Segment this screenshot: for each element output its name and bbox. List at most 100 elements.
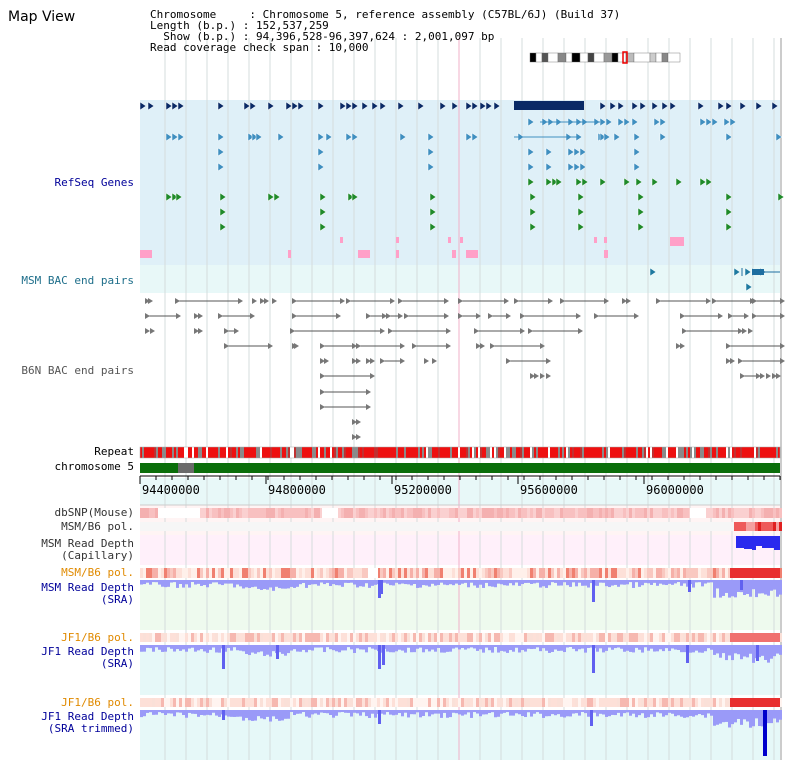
repeat-segment [190, 447, 192, 458]
dbsnp-segment [479, 508, 482, 518]
jf1-pol-1-segment [236, 633, 239, 642]
jf1-pol-1-segment [551, 633, 554, 642]
msm-sra-depth-bar [422, 580, 425, 586]
jf1-trim-depth-bar [320, 710, 323, 713]
msm-pol-2-segment [260, 568, 263, 578]
repeat-segment [306, 447, 308, 458]
msm-pol-2-segment [497, 568, 500, 578]
repeat-segment [326, 447, 328, 458]
repeat-segment [568, 447, 570, 458]
msm-sra-depth-bar [407, 580, 410, 585]
gene-exon-marker [729, 117, 737, 127]
track-label-jf1-b6-pol-1[interactable]: JF1/B6 pol. [61, 631, 134, 644]
track-label-msm-depth-capillary[interactable]: MSM Read Depth (Capillary) [41, 537, 134, 562]
jf1-pol-2-segment [218, 698, 221, 707]
msm-pol-1-segment [749, 522, 752, 531]
jf1-trim-depth-bar [224, 710, 227, 716]
gene-exon-marker [177, 101, 185, 111]
dbsnp-segment [308, 508, 311, 518]
jf1-trim-depth-bar [197, 710, 200, 717]
msm-sra-depth-bar [470, 580, 473, 583]
repeat-segment [638, 447, 640, 458]
jf1-sra-depth-bar [308, 645, 311, 650]
msm-pol-2-segment [362, 568, 365, 578]
dbsnp-segment [302, 508, 305, 518]
dbsnp-segment [557, 508, 560, 518]
track-label-msm-depth-sra[interactable]: MSM Read Depth (SRA) [41, 581, 134, 606]
jf1-pol-2-segment [566, 698, 569, 707]
repeat-segment [600, 447, 602, 458]
show-info: Show (b.p.) : 94,396,528-96,397,624 : 2,… [150, 30, 495, 43]
track-label-chromosome[interactable]: chromosome 5 [54, 460, 134, 473]
jf1-pol-2-segment [227, 698, 230, 707]
repeat-segment [352, 447, 354, 458]
b6n-bac-end [728, 313, 733, 319]
jf1-sra-depth-bar [326, 645, 329, 648]
jf1-sra-depth-bar [398, 645, 401, 650]
track-label-msm-b6-pol-2[interactable]: MSM/B6 pol. [61, 566, 134, 579]
b6n-bac-end [444, 298, 449, 304]
jf1-pol-2-segment [188, 698, 191, 707]
b6n-bac-end [366, 389, 371, 395]
msm-pol-2-dense [730, 568, 780, 578]
msm-pol-2-segment [665, 568, 668, 578]
msm-pol-1-segment [761, 522, 764, 531]
msm-pol-2-segment [602, 568, 605, 578]
track-label-b6n-bac[interactable]: B6N BAC end pairs [21, 364, 134, 377]
jf1-trim-depth-bar [437, 710, 440, 714]
msm-sra-depth-bar [566, 580, 569, 586]
dbsnp-segment [737, 508, 740, 518]
pink-feature [288, 250, 291, 258]
jf1-pol-1-segment [680, 633, 683, 642]
repeat-segment [166, 447, 168, 458]
jf1-pol-2-segment [401, 698, 404, 707]
repeat-segment [312, 447, 314, 458]
track-label-dbsnp[interactable]: dbSNP(Mouse) [54, 506, 134, 519]
msm-sra-depth-bar-spike [380, 580, 383, 594]
repeat-segment [696, 447, 698, 458]
msm-pol-2-segment [263, 568, 266, 578]
jf1-sra-depth-bar [362, 645, 365, 650]
msm-sra-depth-bar [776, 580, 779, 597]
msm-pol-2-segment [323, 568, 326, 578]
track-label-jf1-b6-pol-2[interactable]: JF1/B6 pol. [61, 696, 134, 709]
jf1-trim-depth-bar [680, 710, 683, 717]
repeat-segment [172, 447, 174, 458]
msm-pol-2-segment [491, 568, 494, 578]
jf1-trim-depth-bar [554, 710, 557, 716]
repeat-segment [248, 447, 250, 458]
dbsnp-segment [746, 508, 749, 518]
jf1-trim-depth-bar [587, 710, 590, 717]
jf1-pol-2-segment [437, 698, 440, 707]
jf1-pol-2-segment [326, 698, 329, 707]
jf1-pol-1-segment [344, 633, 347, 642]
jf1-sra-depth-bar [728, 645, 731, 656]
b6n-bac-end [772, 373, 777, 379]
gene-exon-marker [147, 101, 155, 111]
track-label-msm-b6-pol-1[interactable]: MSM/B6 pol. [61, 520, 134, 533]
jf1-pol-1-segment [401, 633, 404, 642]
jf1-pol-1-segment [239, 633, 242, 642]
track-label-repeat[interactable]: Repeat [94, 445, 134, 458]
gene-exon-marker [623, 117, 631, 127]
repeat-segment [534, 447, 536, 458]
jf1-trim-depth-bar [329, 710, 332, 716]
dbsnp-segment [410, 508, 413, 518]
jf1-pol-1-segment [692, 633, 695, 642]
track-label-jf1-depth-sra[interactable]: JF1 Read Depth (SRA) [41, 645, 134, 670]
repeat-segment [532, 447, 534, 458]
jf1-pol-2-segment [221, 698, 224, 707]
pink-feature [452, 250, 456, 258]
jf1-trim-depth-bar [533, 710, 536, 714]
msm-sra-depth-bar [719, 580, 722, 598]
msm-pol-1-segment [776, 522, 779, 531]
jf1-pol-2-segment [665, 698, 668, 707]
track-label-msm-bac[interactable]: MSM BAC end pairs [21, 274, 134, 287]
jf1-sra-depth-bar [584, 645, 587, 653]
jf1-pol-2-segment [407, 698, 410, 707]
b6n-bac-end [540, 343, 545, 349]
b6n-bac-end [366, 404, 371, 410]
track-label-refseq-genes[interactable]: RefSeq Genes [54, 176, 134, 189]
track-label-jf1-depth-trimmed[interactable]: JF1 Read Depth (SRA trimmed) [41, 710, 134, 735]
msm-sra-depth-bar [353, 580, 356, 585]
